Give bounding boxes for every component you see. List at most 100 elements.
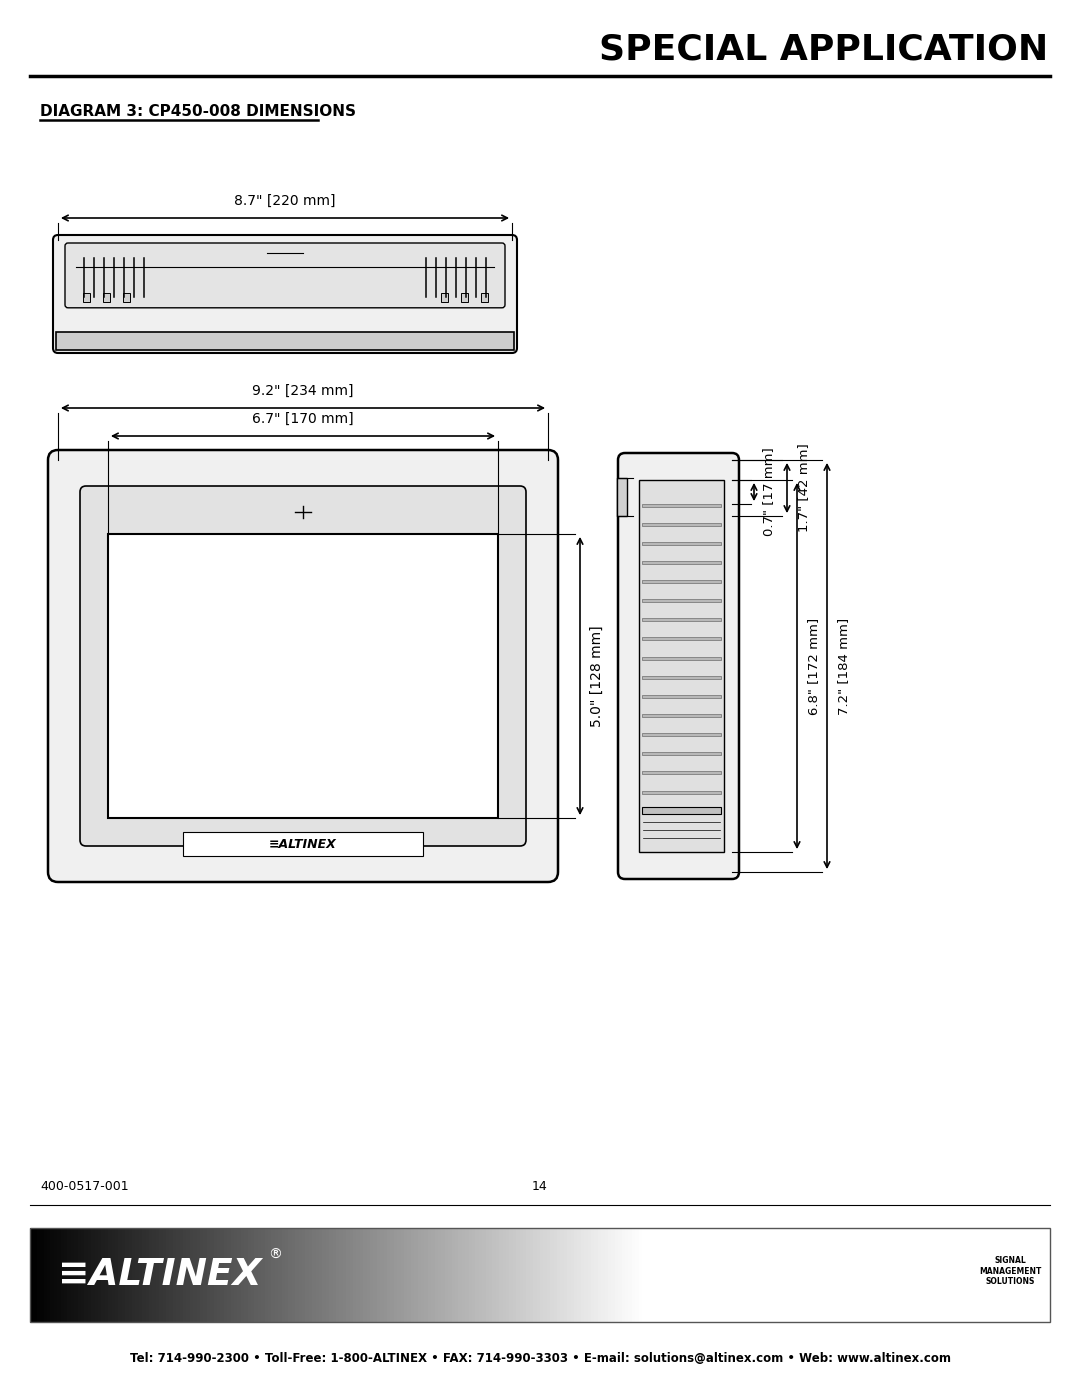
Bar [714,1228,717,1322]
Bar [200,1228,203,1322]
Bar [163,1228,166,1322]
Bar [795,1228,798,1322]
Bar [84,1228,87,1322]
Bar [710,1228,714,1322]
Bar [567,1228,570,1322]
Bar [676,1228,679,1322]
Bar [231,1228,234,1322]
Bar [801,1228,806,1322]
Bar [833,1228,836,1322]
Bar [642,733,721,736]
Bar [706,1228,710,1322]
Bar [646,1228,649,1322]
Bar [754,1228,757,1322]
Bar [1023,1228,1026,1322]
Bar [534,1228,537,1322]
Text: SIGNAL
MANAGEMENT
SOLUTIONS: SIGNAL MANAGEMENT SOLUTIONS [978,1256,1041,1285]
Bar [683,1228,686,1322]
Text: 0.7" [17 mm]: 0.7" [17 mm] [762,447,775,536]
Bar [329,1228,333,1322]
Bar [51,1228,54,1322]
Bar [306,1228,309,1322]
Bar [679,1228,683,1322]
Bar [132,1228,135,1322]
Bar [642,522,721,525]
Bar [761,1228,765,1322]
Bar [108,534,498,819]
Bar [292,1228,295,1322]
Bar [513,1228,516,1322]
Bar [591,1228,594,1322]
Bar [333,1228,336,1322]
Bar [642,562,721,564]
Bar [30,1228,33,1322]
Bar [1037,1228,1040,1322]
Bar [95,1228,98,1322]
Bar [829,1228,833,1322]
Bar [961,1228,966,1322]
Bar [271,1228,274,1322]
Bar [741,1228,744,1322]
Bar [122,1228,125,1322]
Bar [57,1228,60,1322]
Bar [105,1228,108,1322]
Bar [771,1228,774,1322]
Bar [951,1228,955,1322]
Bar [581,1228,584,1322]
Bar [380,1228,383,1322]
Bar [114,1228,119,1322]
Bar [353,1228,356,1322]
Bar [1047,1228,1050,1322]
Bar [564,1228,567,1322]
Bar [673,1228,676,1322]
Bar [83,293,90,302]
Bar [496,1228,499,1322]
Bar [642,637,721,640]
Bar [166,1228,170,1322]
Bar [302,1228,306,1322]
Bar [642,714,721,717]
Bar [482,1228,486,1322]
Bar [738,1228,741,1322]
Bar [588,1228,591,1322]
Bar [602,1228,605,1322]
Bar [928,1228,931,1322]
Bar [1040,1228,1043,1322]
Bar [507,1228,510,1322]
Bar [486,1228,489,1322]
Bar [428,1228,431,1322]
Bar [543,1228,546,1322]
Bar [472,1228,475,1322]
Bar [860,1228,863,1322]
Bar [319,1228,323,1322]
Bar [856,1228,860,1322]
Bar [238,1228,241,1322]
Bar [98,1228,102,1322]
Text: 6.8" [172 mm]: 6.8" [172 mm] [807,617,820,714]
Text: SPECIAL APPLICATION: SPECIAL APPLICATION [598,34,1048,67]
Bar [187,1228,190,1322]
Bar [519,1228,523,1322]
Bar [733,1228,738,1322]
Bar [686,1228,690,1322]
Bar [81,1228,84,1322]
Bar [103,293,110,302]
Bar [206,1228,211,1322]
Bar [347,1228,350,1322]
Bar [434,1228,438,1322]
Bar [176,1228,179,1322]
Bar [642,599,721,602]
Bar [78,1228,81,1322]
Bar [193,1228,197,1322]
Bar [934,1228,937,1322]
Bar [220,1228,224,1322]
Bar [727,1228,730,1322]
Bar [615,1228,618,1322]
Bar [1020,1228,1023,1322]
Text: ≡ALTINEX: ≡ALTINEX [58,1257,261,1294]
Bar [149,1228,152,1322]
Bar [170,1228,173,1322]
Bar [91,1228,95,1322]
Bar [462,1228,465,1322]
Bar [724,1228,727,1322]
